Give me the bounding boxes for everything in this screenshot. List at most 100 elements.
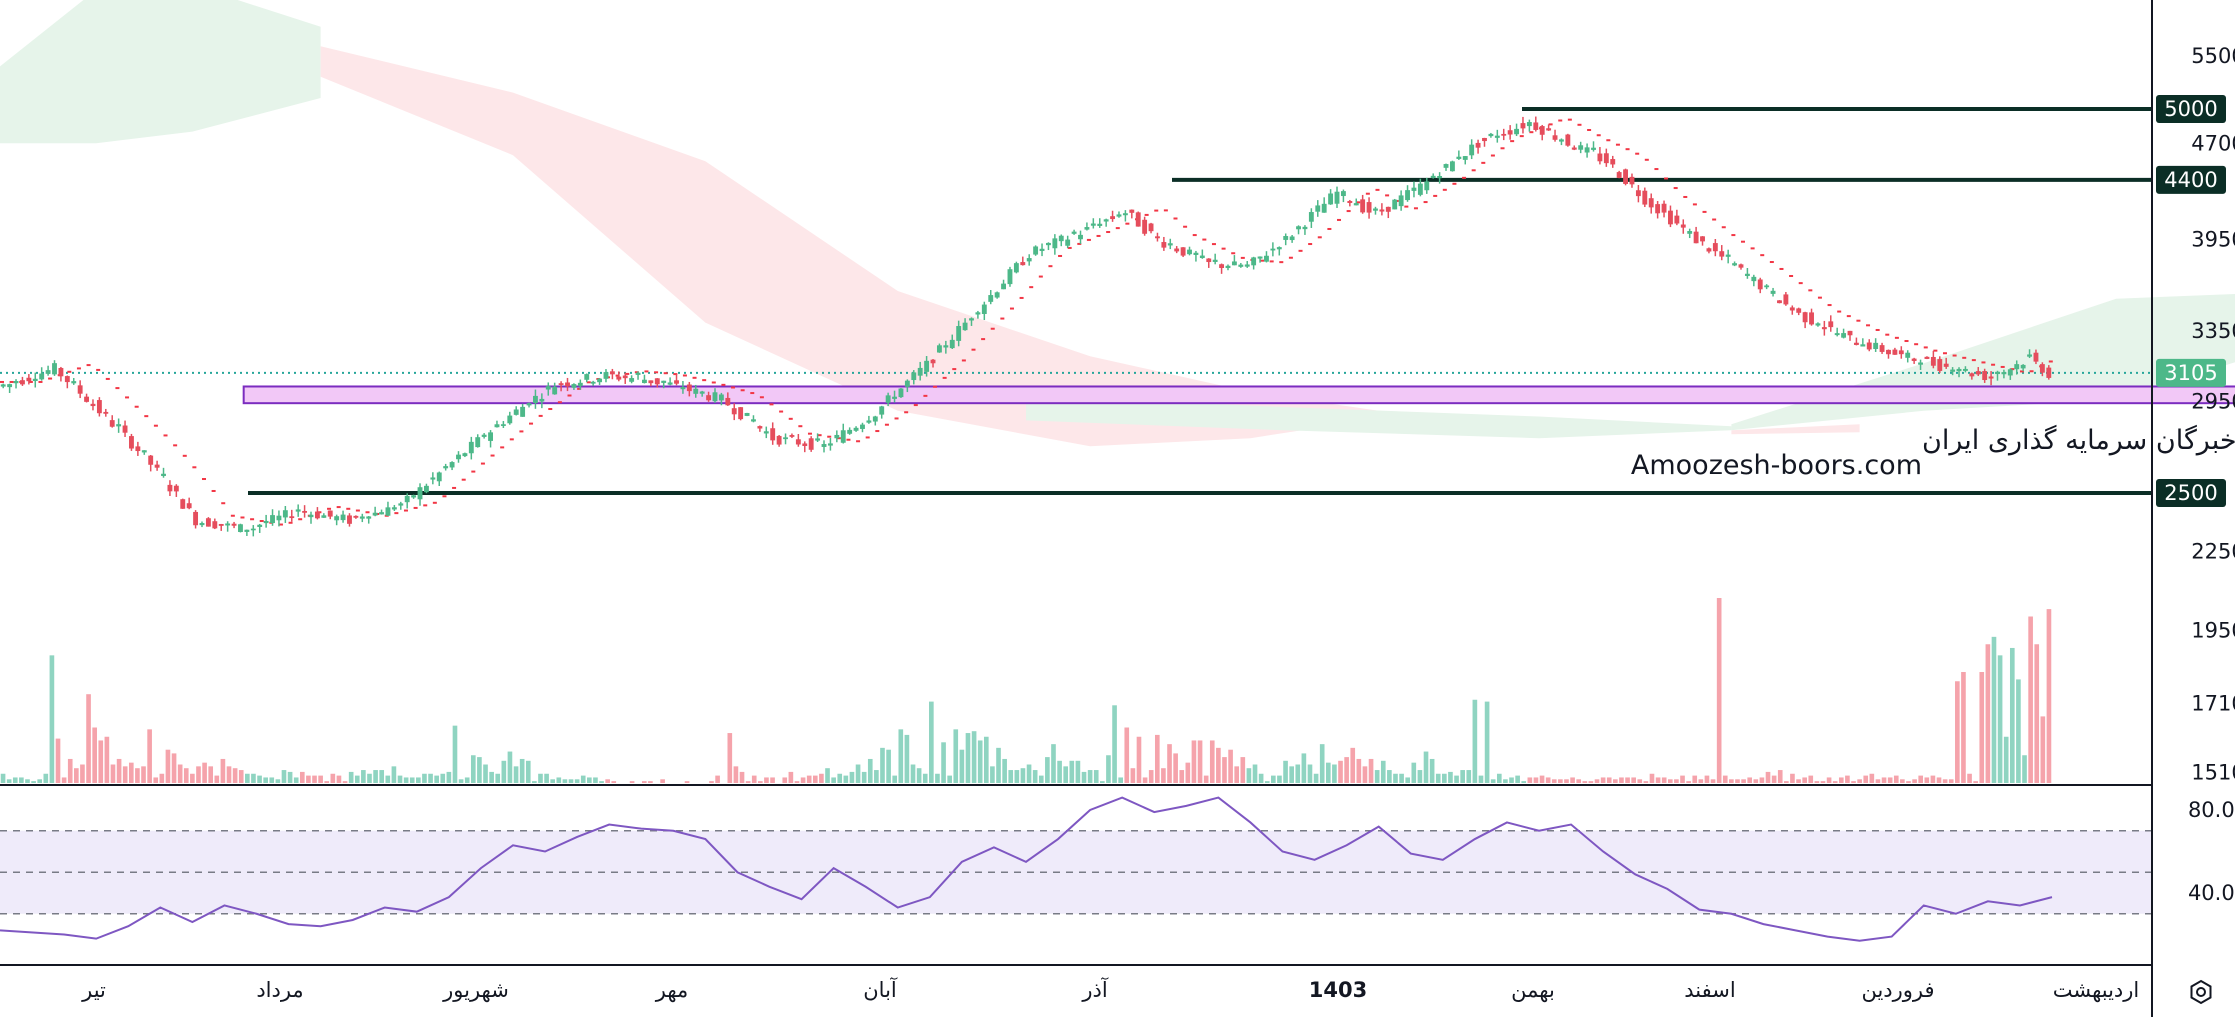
candle [1956, 367, 1962, 378]
volume-bar [1503, 779, 1508, 783]
candle [725, 392, 731, 406]
volume-bar [959, 749, 965, 783]
candle [1417, 178, 1423, 197]
candle [167, 480, 173, 496]
volume-bar [1777, 770, 1783, 783]
gear-icon[interactable] [2190, 979, 2212, 1005]
price-badges: 5000 4400 2500 3105 [2156, 95, 2226, 507]
volume-bar [916, 768, 922, 783]
price-axis[interactable]: 6300550047003950335029502250195017101510 [2191, 0, 2235, 784]
candle [135, 441, 141, 456]
rsi-line [0, 796, 2053, 942]
volume-bar [446, 771, 452, 783]
volume-bar [983, 736, 989, 783]
volume-bar [2016, 679, 2021, 783]
volume-bar [116, 758, 122, 783]
candle [616, 371, 622, 382]
volume-bar [6, 779, 12, 783]
volume-bar [1936, 777, 1942, 783]
volume-bar [971, 731, 977, 783]
volume-bar [226, 766, 232, 783]
volume-bar [1997, 655, 2003, 783]
volume-bar [422, 773, 427, 783]
candle [327, 510, 333, 520]
volume-bar [831, 777, 836, 783]
volume-bar [1680, 775, 1685, 783]
volume-bar [1857, 779, 1862, 783]
volume-bar [1264, 781, 1270, 783]
volume-bar [458, 779, 464, 783]
candle [1315, 200, 1321, 217]
candle [1603, 148, 1609, 167]
candle [1398, 190, 1404, 211]
candle [686, 381, 692, 397]
volume-bar [440, 773, 446, 783]
candle [654, 378, 660, 388]
candle [815, 433, 821, 443]
candle [77, 380, 83, 399]
volume-bar [1558, 779, 1563, 783]
volume-bar [416, 777, 421, 783]
candle [545, 382, 551, 396]
volume-bar [1002, 758, 1007, 783]
candle [347, 513, 352, 527]
volume-bar [825, 768, 830, 783]
candle [1328, 189, 1334, 205]
horizontal-levels[interactable] [248, 107, 2152, 495]
candle [949, 334, 955, 349]
candle [90, 399, 96, 411]
volume-bar [1588, 781, 1594, 783]
volume-bar [397, 775, 403, 783]
candle [1988, 371, 1994, 386]
volume-bar [1008, 770, 1014, 783]
candle [430, 472, 436, 485]
time-label: شهریور [442, 978, 509, 1002]
volume-bar [1551, 779, 1557, 783]
candle [597, 377, 603, 385]
candle [1257, 256, 1263, 263]
candle [962, 318, 968, 331]
volume-bar [1625, 777, 1630, 783]
candle [635, 371, 641, 380]
candle [1732, 261, 1738, 267]
price-tick-label: 1950 [2191, 619, 2235, 643]
candle [1187, 246, 1192, 256]
volume-bar [1216, 747, 1221, 783]
candle [1264, 251, 1269, 263]
candle [1828, 315, 1834, 332]
candle [661, 380, 667, 389]
candle [1706, 247, 1712, 254]
rsi-axis[interactable]: 80.00 40.00 [2188, 798, 2235, 905]
rsi-pane [0, 796, 2152, 942]
volume-bar [1863, 775, 1869, 783]
volume-bar [391, 766, 397, 783]
volume-bar [361, 770, 366, 783]
volume-bar [312, 775, 317, 783]
candle [1437, 172, 1443, 184]
candle [1078, 230, 1083, 244]
candle [1366, 197, 1372, 219]
volume-bar [1948, 779, 1954, 783]
candle [1898, 346, 1904, 359]
volume-bar [1784, 781, 1789, 783]
candle [302, 505, 308, 518]
watermark-line-1: انجمن خبرگان سرمایه گذاری ایران [1922, 424, 2235, 456]
candle [988, 290, 994, 305]
volume-bar [1973, 781, 1978, 783]
volume-bar [1228, 749, 1233, 783]
candle [1302, 225, 1308, 235]
volume-bar [1753, 779, 1759, 783]
candle [885, 392, 891, 407]
candle [1443, 163, 1449, 171]
volume-bar [819, 773, 824, 783]
time-axis[interactable]: تیر مرداد شهریور مهر آبان آذر 1403 بهمن اسفند فرو… [81, 977, 2139, 1002]
volume-bar [1918, 775, 1924, 783]
candle [1687, 228, 1693, 239]
candle [488, 430, 493, 448]
volume-bar [1148, 770, 1154, 783]
volume-bar [1087, 770, 1093, 783]
volume-bar [751, 775, 757, 783]
volume-bar [1045, 757, 1050, 783]
candle [2001, 369, 2007, 379]
